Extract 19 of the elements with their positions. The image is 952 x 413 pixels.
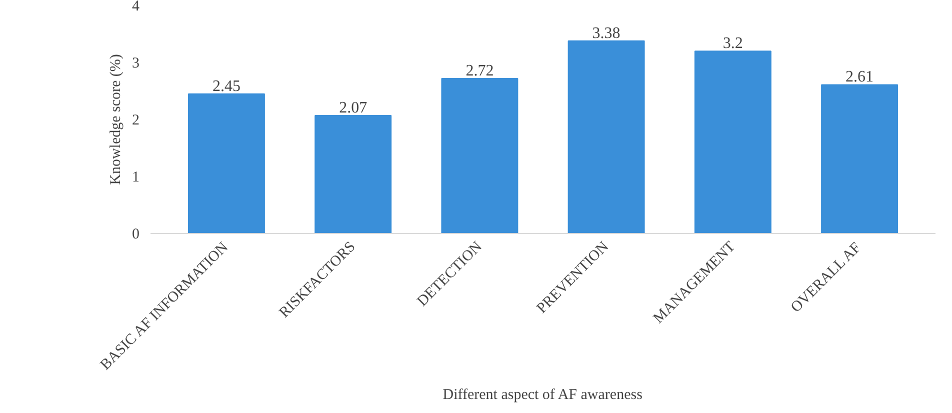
y-tick-label: 1 (132, 170, 140, 186)
y-tick-label: 2 (132, 112, 140, 128)
y-axis-title: Knowledge score (%) (108, 54, 124, 185)
bar (314, 115, 392, 234)
bar (694, 50, 772, 234)
bar (188, 93, 265, 234)
bar (568, 40, 645, 234)
data-label: 3.38 (592, 24, 620, 42)
data-label: 2.45 (212, 78, 240, 95)
data-label: 2.07 (339, 100, 368, 117)
y-tick-label: 0 (132, 226, 140, 242)
bar (441, 78, 518, 234)
y-tick-label: 4 (132, 0, 140, 14)
y-tick-label: 3 (132, 56, 140, 72)
data-label: 3.2 (722, 35, 743, 52)
data-label: 2.61 (846, 68, 874, 86)
bar (821, 84, 898, 234)
x-axis-title: Different aspect of AF awareness (442, 386, 643, 403)
data-label: 2.72 (466, 62, 494, 80)
